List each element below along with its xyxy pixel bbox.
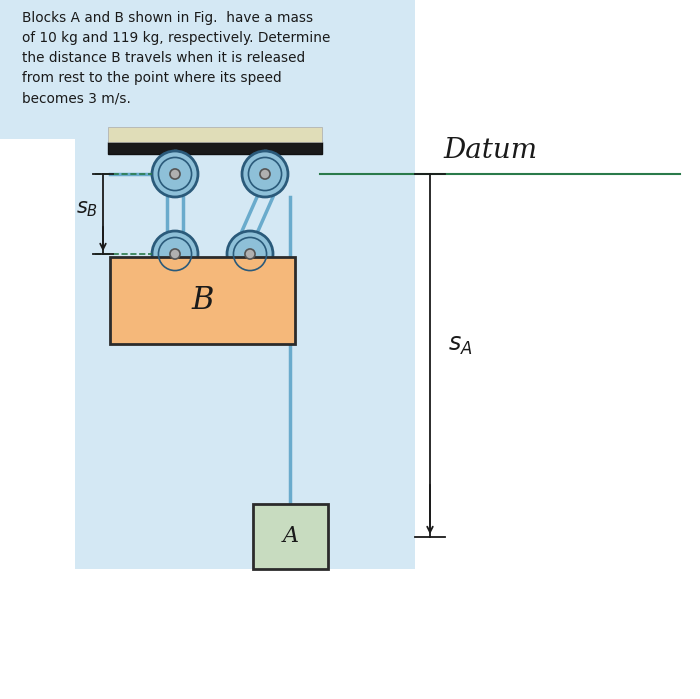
Text: $s_B$: $s_B$ xyxy=(76,199,98,219)
Bar xyxy=(253,504,328,569)
Circle shape xyxy=(152,151,198,197)
Circle shape xyxy=(245,249,255,259)
Circle shape xyxy=(170,169,180,179)
Text: B: B xyxy=(191,285,214,316)
Circle shape xyxy=(152,231,198,277)
Bar xyxy=(110,257,295,344)
Bar xyxy=(75,139,415,569)
Bar xyxy=(108,142,322,154)
Bar xyxy=(108,127,322,142)
Text: Datum: Datum xyxy=(443,137,537,164)
Text: A: A xyxy=(282,526,299,547)
Bar xyxy=(0,0,415,139)
Circle shape xyxy=(227,231,273,277)
Circle shape xyxy=(260,169,270,179)
Text: Blocks A and B shown in Fig.  have a mass
of 10 kg and 119 kg, respectively. Det: Blocks A and B shown in Fig. have a mass… xyxy=(22,11,330,106)
Text: $s_A$: $s_A$ xyxy=(448,334,472,357)
Circle shape xyxy=(170,249,180,259)
Circle shape xyxy=(242,151,288,197)
